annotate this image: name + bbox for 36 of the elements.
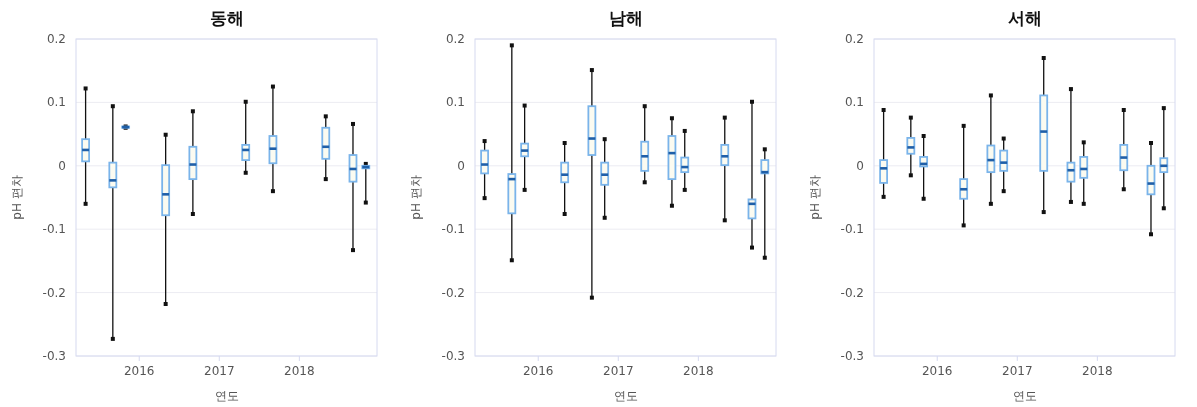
y-axis-title: pH 편차 xyxy=(10,175,24,220)
y-axis-title: pH 편차 xyxy=(409,175,423,220)
x-tick-label: 2016 xyxy=(921,364,953,378)
y-tick-label: 0 xyxy=(856,158,864,173)
y-tick-label: 0.1 xyxy=(46,95,66,110)
y-tick-label: -0.3 xyxy=(42,349,66,363)
y-tick-label: -0.2 xyxy=(441,285,465,300)
x-axis-title: 연도 xyxy=(214,389,239,403)
chart-title: 서해 xyxy=(1007,8,1042,28)
y-tick-label: -0.3 xyxy=(840,349,864,363)
y-tick-label: -0.3 xyxy=(441,349,465,363)
y-tick-label: -0.2 xyxy=(42,285,66,300)
y-tick-label: -0.1 xyxy=(42,222,66,237)
y-tick-label: 0.2 xyxy=(46,32,66,46)
y-tick-label: -0.2 xyxy=(840,285,864,300)
x-tick-label: 2016 xyxy=(123,364,155,378)
y-tick-label: -0.1 xyxy=(441,222,465,237)
y-tick-label: 0.2 xyxy=(844,32,864,46)
y-axis-title: pH 편차 xyxy=(808,175,822,220)
y-tick-label: 0.1 xyxy=(844,95,864,110)
x-tick-label: 2017 xyxy=(204,364,235,378)
x-tick-label: 2017 xyxy=(1002,364,1033,378)
y-tick-label: 0 xyxy=(457,158,465,173)
y-tick-label: 0 xyxy=(58,158,66,173)
x-axis-title: 연도 xyxy=(613,389,638,403)
y-tick-label: 0.2 xyxy=(445,32,465,46)
x-tick-label: 2017 xyxy=(603,364,634,378)
x-axis-title: 연도 xyxy=(1012,389,1037,403)
x-tick-label: 2018 xyxy=(1082,364,1113,378)
y-tick-label: 0.1 xyxy=(445,95,465,110)
chart-title: 남해 xyxy=(608,8,643,28)
x-tick-label: 2018 xyxy=(284,364,315,378)
chart-title: 동해 xyxy=(209,8,244,28)
x-tick-label: 2018 xyxy=(683,364,714,378)
x-tick-label: 2016 xyxy=(522,364,554,378)
y-tick-label: -0.1 xyxy=(840,222,864,237)
